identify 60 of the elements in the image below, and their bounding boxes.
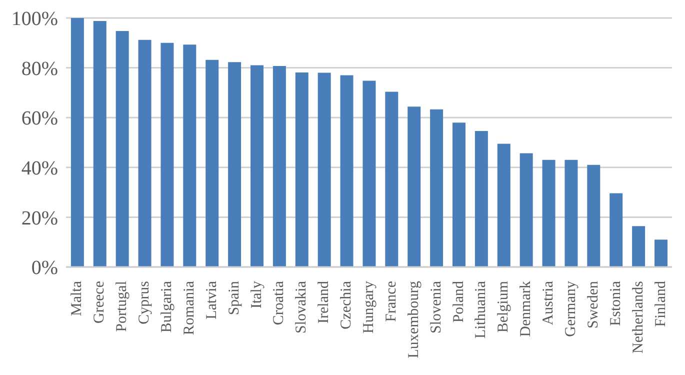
bar	[138, 40, 152, 267]
x-tick-label: Malta	[69, 280, 86, 316]
bar	[610, 193, 623, 267]
x-tick-label: Finland	[652, 280, 669, 327]
x-tick-label: Germany	[563, 280, 579, 337]
x-tick-label: Hungary	[361, 280, 377, 334]
y-tick-label: 60%	[21, 108, 58, 130]
bar	[272, 66, 286, 267]
bar	[430, 109, 444, 267]
bar	[295, 72, 308, 267]
bar	[70, 18, 84, 267]
bar	[318, 72, 331, 267]
bar	[564, 160, 578, 267]
bar	[250, 65, 264, 267]
x-tick-label: Slovakia	[294, 280, 310, 334]
x-tick-label: Czechia	[338, 280, 355, 330]
y-tick-label: 100%	[11, 8, 58, 30]
x-tick-label: Greece	[92, 280, 108, 324]
bar	[542, 160, 556, 267]
bar	[116, 30, 129, 267]
x-tick-label: Sweden	[585, 280, 602, 328]
y-tick-label: 20%	[21, 207, 58, 230]
bar	[362, 80, 376, 267]
x-tick-label: Slovenia	[428, 280, 444, 334]
y-tick-label: 40%	[21, 158, 58, 180]
bar	[497, 144, 510, 267]
x-tick-label: Ireland	[316, 280, 332, 324]
bar	[452, 122, 466, 267]
bar	[183, 44, 196, 267]
x-tick-label: Croatia	[271, 280, 288, 326]
bar	[474, 131, 488, 267]
bar	[654, 240, 668, 267]
x-tick-label: France	[383, 280, 400, 322]
x-tick-label: Denmark	[518, 280, 534, 337]
x-tick-label: Belgium	[496, 280, 512, 333]
x-tick-label: Netherlands	[630, 280, 646, 354]
x-tick-label: Italy	[248, 280, 265, 308]
x-tick-label: Estonia	[608, 280, 624, 326]
x-tick-label: Poland	[450, 280, 467, 323]
x-tick-label: Cyprus	[136, 280, 153, 324]
bar	[632, 226, 646, 267]
x-tick-label: Luxembourg	[406, 280, 422, 358]
bar	[228, 62, 242, 267]
x-tick-label: Portugal	[114, 281, 130, 332]
x-tick-label: Romania	[181, 280, 198, 336]
bar	[385, 92, 398, 267]
x-tick-label: Lithuania	[473, 280, 490, 338]
bar	[587, 164, 600, 267]
x-tick-label: Spain	[226, 280, 242, 316]
bar	[206, 60, 219, 267]
bar	[408, 106, 421, 267]
y-tick-label: 80%	[21, 58, 58, 80]
bar	[340, 75, 354, 267]
x-tick-label: Austria	[540, 280, 557, 326]
bar	[93, 20, 106, 267]
y-tick-label: 0%	[31, 257, 58, 280]
x-tick-label: Latvia	[204, 280, 220, 320]
bar	[160, 42, 174, 267]
x-tick-label: Bulgaria	[159, 280, 175, 333]
bar	[520, 153, 533, 267]
